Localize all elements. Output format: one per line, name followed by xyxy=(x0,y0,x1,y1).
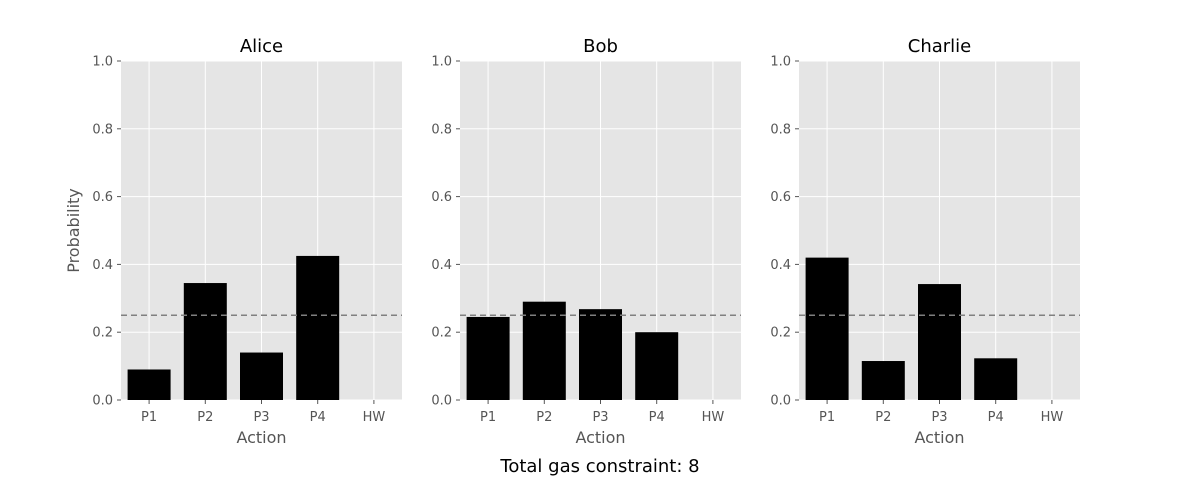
x-tick-label: P1 xyxy=(819,410,835,425)
y-tick-label: 0.0 xyxy=(92,394,113,409)
bar-p3 xyxy=(579,309,622,400)
bar-p3 xyxy=(918,284,961,400)
y-axis-label: Probability xyxy=(64,188,83,273)
bar-p1 xyxy=(805,257,849,400)
x-tick-label: P3 xyxy=(592,410,608,425)
y-tick-label: 0.6 xyxy=(431,190,452,205)
bar-p1 xyxy=(466,316,510,400)
x-tick-label: P3 xyxy=(931,410,947,425)
bar-p2 xyxy=(183,283,227,400)
bar-p3 xyxy=(240,352,283,400)
panel-charlie: 0.0 0.2 0.4 0.6 0.8 1.0 P1 P2 P3 P4 HW Charlie Actio… xyxy=(770,36,1080,447)
x-tick-label: HW xyxy=(363,410,386,425)
x-axis-label: Action xyxy=(236,428,286,447)
x-tick-label: P2 xyxy=(536,410,552,425)
bar-p4 xyxy=(635,332,679,400)
x-tick-label: P2 xyxy=(875,410,891,425)
x-tick-label: P4 xyxy=(988,410,1004,425)
x-tick-label: P3 xyxy=(253,410,269,425)
x-tick-label: P4 xyxy=(649,410,665,425)
bar-p4 xyxy=(974,358,1018,400)
y-tick-label: 0.6 xyxy=(92,190,113,205)
y-tick-label: 1.0 xyxy=(92,55,113,70)
y-tick-label: 0.6 xyxy=(770,190,791,205)
y-tick-label: 0.0 xyxy=(770,394,791,409)
y-tick-label: 0.4 xyxy=(92,258,113,273)
y-tick-label: 1.0 xyxy=(770,55,791,70)
bar-p2 xyxy=(861,361,905,400)
y-tick-label: 0.4 xyxy=(431,258,452,273)
y-tick-label: 0.2 xyxy=(770,326,791,341)
panel-title: Alice xyxy=(240,36,283,57)
panel-alice: 0.0 0.2 0.4 0.6 0.8 1.0 P1 P2 P3 P4 HW Alice Action P… xyxy=(64,36,402,447)
panel-title: Bob xyxy=(583,36,618,57)
bar-p1 xyxy=(127,369,171,400)
panel-bob: 0.0 0.2 0.4 0.6 0.8 1.0 P1 P2 P3 P4 HW Bob Action xyxy=(431,36,741,447)
y-tick-label: 0.8 xyxy=(92,122,113,137)
x-axis-label: Action xyxy=(914,428,964,447)
y-tick-label: 0.8 xyxy=(770,122,791,137)
x-tick-label: P1 xyxy=(480,410,496,425)
y-tick-label: 0.2 xyxy=(431,326,452,341)
y-tick-label: 0.0 xyxy=(431,394,452,409)
x-tick-label: HW xyxy=(1041,410,1064,425)
bar-p4 xyxy=(296,255,340,400)
y-tick-label: 0.2 xyxy=(92,326,113,341)
x-tick-label: P2 xyxy=(197,410,213,425)
bar-p2 xyxy=(522,301,566,400)
figure-suptitle: Total gas constraint: 8 xyxy=(500,456,700,477)
y-tick-label: 0.8 xyxy=(431,122,452,137)
y-tick-label: 0.4 xyxy=(770,258,791,273)
y-tick-label: 1.0 xyxy=(431,55,452,70)
panel-title: Charlie xyxy=(908,36,971,57)
x-axis-label: Action xyxy=(575,428,625,447)
x-tick-label: P4 xyxy=(310,410,326,425)
x-tick-label: P1 xyxy=(141,410,157,425)
x-tick-label: HW xyxy=(702,410,725,425)
